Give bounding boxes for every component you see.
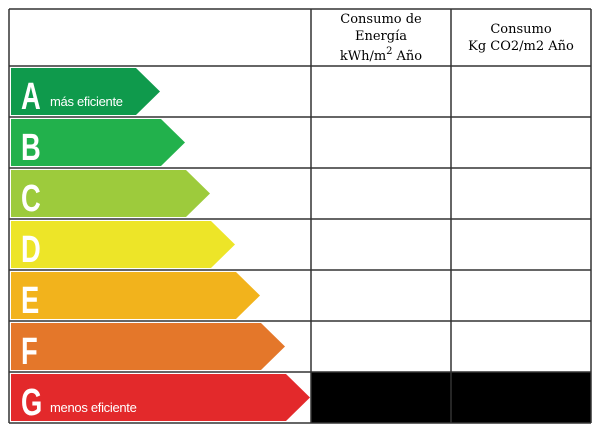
rating-note: más eficiente: [50, 94, 123, 109]
header-co2-line1: Consumo: [490, 22, 552, 37]
rating-letter: C: [21, 178, 41, 220]
header-energy-line1: Consumo de: [340, 12, 422, 27]
rating-letter: A: [21, 76, 41, 118]
rating-arrow: [11, 221, 235, 268]
rating-arrow: [11, 272, 260, 319]
unit-sup: 2: [386, 46, 392, 57]
header-energy-unit: kWh/m2 Año: [340, 46, 422, 64]
rating-arrow: [11, 374, 310, 421]
rating-note: menos eficiente: [50, 400, 137, 415]
header-co2-line2: Kg CO2/m2 Año: [468, 39, 574, 54]
rating-letter: G: [21, 382, 42, 424]
rating-letter: E: [21, 280, 39, 322]
unit: kWh/m: [340, 49, 386, 64]
header-energy-line2: Energía: [355, 29, 407, 44]
rating-arrow: [11, 170, 210, 217]
rating-arrow: [11, 323, 285, 370]
rating-letter: B: [21, 127, 41, 169]
rating-letter: F: [21, 331, 38, 373]
rating-arrow: [11, 119, 185, 166]
rating-arrow: [11, 68, 160, 115]
unit-year: Año: [396, 49, 423, 64]
rating-letter: D: [21, 229, 41, 271]
